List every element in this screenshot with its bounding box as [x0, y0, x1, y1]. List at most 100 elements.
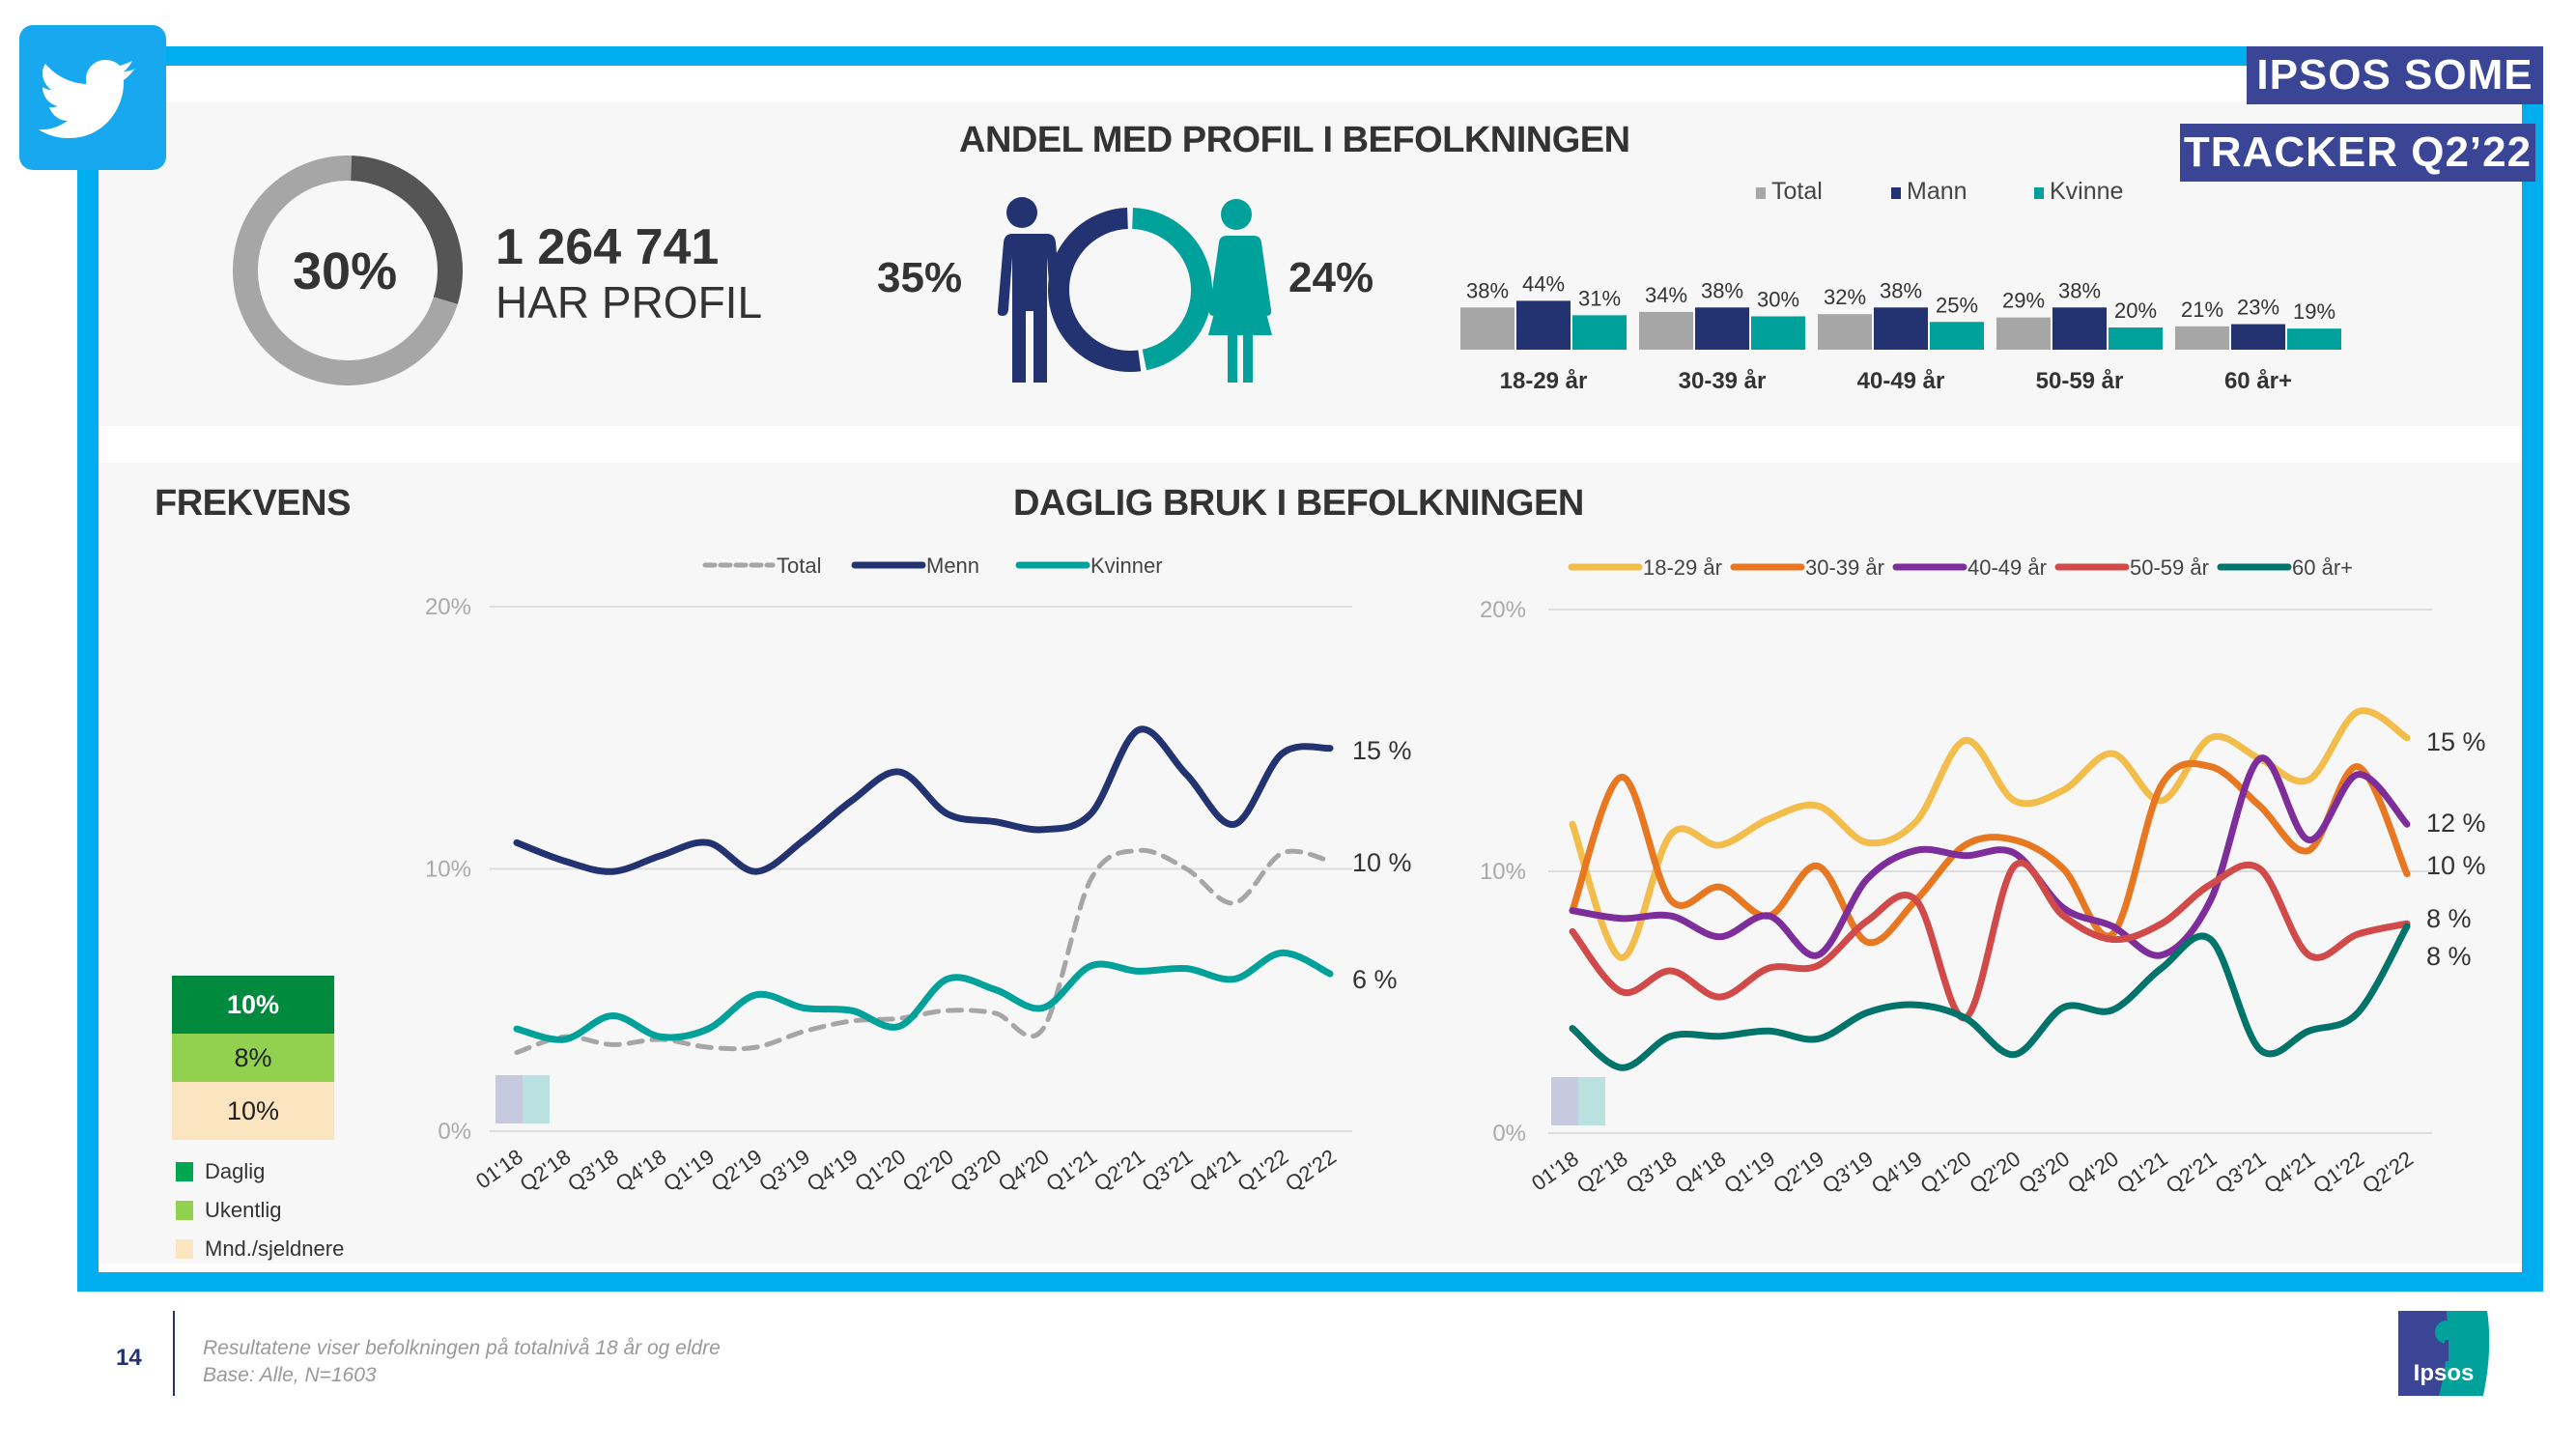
bar-kvinne — [1930, 322, 1984, 350]
bar-value-label: 30% — [1757, 288, 1799, 312]
series-line-2 — [1569, 754, 2411, 959]
x-tick-label: Q1'19 — [1719, 1147, 1779, 1199]
y-tick-label: 20% — [425, 594, 471, 620]
x-tick-label: Q2'21 — [2162, 1147, 2222, 1199]
x-tick-label: Q4'20 — [2063, 1147, 2123, 1199]
x-tick-label: Q2'22 — [1281, 1145, 1341, 1197]
usage-panel — [99, 463, 2522, 1264]
x-tick-label: Q3'21 — [2211, 1147, 2271, 1199]
legend-label: 30-39 år — [1805, 555, 1884, 580]
bar-value-label: 19% — [2293, 299, 2335, 324]
bar-mann — [1695, 307, 1749, 350]
frame-right-bar — [2522, 104, 2543, 1292]
bar-total — [2175, 326, 2229, 350]
bar-mann — [2052, 307, 2107, 350]
age-category-label: 50-59 år — [2036, 368, 2124, 394]
legend-label: 50-59 år — [2130, 555, 2209, 580]
legend-swatch-kvinne — [2034, 187, 2044, 199]
x-tick-label: Q4'19 — [803, 1145, 863, 1197]
series-end-label: 8 % — [2426, 942, 2472, 971]
woman-figure-icon — [1208, 199, 1272, 383]
man-figure-icon — [997, 197, 1062, 383]
bar-value-label: 25% — [1936, 293, 1978, 317]
series-end-label: 8 % — [2426, 904, 2472, 933]
legend-swatch-daily — [176, 1162, 193, 1181]
x-tick-label: Q2'18 — [516, 1145, 576, 1197]
profile-title: ANDEL MED PROFIL I BEFOLKNINGEN — [959, 120, 1630, 160]
x-tick-label: Q2'18 — [1572, 1147, 1632, 1199]
frequency-title: FREKVENS — [155, 483, 351, 524]
legend-swatch-mann — [1891, 187, 1901, 199]
x-tick-label: Q4'19 — [1867, 1147, 1927, 1199]
age-daily-line-chart: 0%10%20%01'18Q2'18Q3'18Q4'18Q1'19Q2'19Q3… — [1480, 555, 2486, 1199]
x-tick-label: Q3'19 — [1818, 1147, 1878, 1199]
x-tick-label: Q4'18 — [1670, 1147, 1730, 1199]
x-tick-label: Q4'21 — [2259, 1147, 2319, 1199]
y-tick-label: 0% — [438, 1119, 471, 1145]
footer-note-line2: Base: Alle, N=1603 — [203, 1364, 377, 1386]
x-tick-label: Q3'21 — [1137, 1145, 1197, 1197]
frequency-monthly-segment: 10% — [172, 1082, 334, 1140]
x-tick-label: Q1'20 — [1916, 1147, 1976, 1199]
profile-count-label: HAR PROFIL — [495, 277, 763, 327]
bar-total — [1996, 317, 2051, 350]
footer-note-line1: Resultatene viser befolkningen på totaln… — [203, 1337, 721, 1359]
frequency-monthly-value: 10% — [226, 1095, 280, 1125]
series-end-label: 15 % — [2426, 727, 2486, 756]
y-tick-label: 0% — [1492, 1121, 1526, 1147]
bar-total — [1639, 311, 1693, 350]
x-tick-label: Q2'19 — [1769, 1147, 1828, 1199]
legend-label-weekly: Ukentlig — [205, 1198, 282, 1222]
bar-mann — [2231, 324, 2285, 350]
legend-item: Kvinner — [1015, 554, 1163, 578]
twitter-bird-icon — [19, 25, 166, 170]
series-line-3 — [1569, 860, 2411, 1022]
legend-item: 18-29 år — [1568, 555, 1722, 580]
legend-label: Total — [777, 554, 821, 578]
ipsos-watermark — [495, 1075, 550, 1123]
series-end-label: 10 % — [1352, 848, 1412, 877]
footer-note: Resultatene viser befolkningen på totaln… — [203, 1335, 721, 1389]
legend-item: 60 år+ — [2217, 555, 2353, 580]
legend-item: 40-49 år — [1892, 555, 2047, 580]
bar-value-label: 29% — [2002, 289, 2045, 313]
brand-title-line1: IPSOS SOME — [2247, 46, 2543, 104]
series-line-2 — [513, 949, 1334, 1043]
series-line-0 — [514, 847, 1333, 1056]
men-share-arc — [1048, 208, 1142, 372]
bar-value-label: 21% — [2181, 298, 2223, 322]
bar-total — [1818, 314, 1872, 350]
bar-kvinne — [1572, 315, 1627, 350]
frame-bottom-bar — [77, 1272, 2543, 1292]
bar-value-label: 44% — [1522, 271, 1565, 296]
profile-panel — [99, 102, 2522, 426]
bar-kvinne — [2287, 328, 2341, 350]
x-tick-label: Q2'20 — [898, 1145, 958, 1197]
legend-label-monthly: Mnd./sjeldnere — [205, 1236, 345, 1261]
bar-mann — [1516, 300, 1571, 350]
total-profile-pct: 30% — [293, 242, 398, 300]
frequency-weekly-value: 8% — [234, 1042, 272, 1072]
legend-item: 30-39 år — [1730, 555, 1884, 580]
x-tick-label: Q2'22 — [2358, 1147, 2418, 1199]
bar-value-label: 38% — [1466, 278, 1509, 302]
legend-swatch-weekly — [176, 1201, 193, 1220]
women-profile-pct: 24% — [1288, 254, 1374, 301]
bar-value-label: 23% — [2237, 296, 2279, 320]
legend-label-total: Total — [1771, 178, 1823, 205]
age-category-label: 30-39 år — [1679, 368, 1767, 394]
legend-label-daily: Daglig — [205, 1159, 266, 1183]
series-end-label: 15 % — [1352, 736, 1412, 765]
brand-title-line2: TRACKER Q2’22 — [2180, 124, 2535, 182]
x-tick-label: Q1'22 — [2308, 1147, 2368, 1199]
x-tick-label: Q3'20 — [946, 1145, 1005, 1197]
bar-value-label: 31% — [1578, 286, 1621, 310]
bar-value-label: 38% — [1701, 278, 1743, 302]
x-tick-label: Q2'19 — [707, 1145, 767, 1197]
frequency-legend-weekly: Ukentlig — [176, 1198, 281, 1223]
x-tick-label: Q4'21 — [1185, 1145, 1245, 1197]
bar-value-label: 38% — [2058, 278, 2101, 302]
legend-item: Menn — [851, 554, 979, 578]
legend-label: 40-49 år — [1967, 555, 2047, 580]
age-profile-bar-chart: Total Mann Kvinne 38% 44% 31% 18-29 år 34% 38% 3… — [1460, 178, 2341, 394]
